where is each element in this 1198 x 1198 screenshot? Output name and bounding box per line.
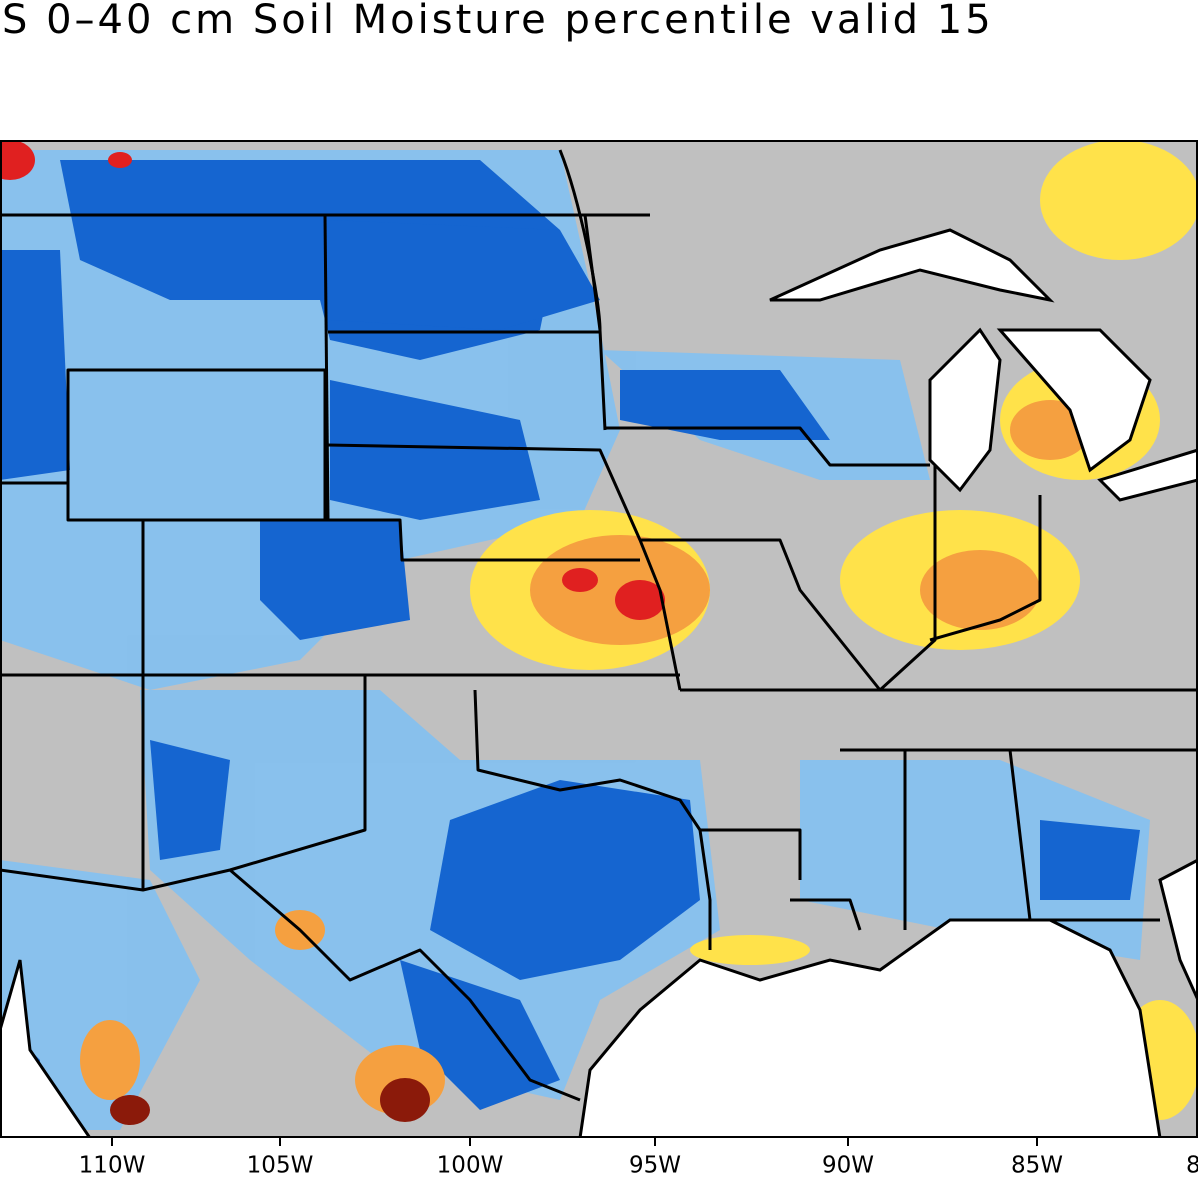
longitude-label: 100W [437,1153,504,1179]
map-title: S 0–40 cm Soil Moisture percentile valid… [2,0,994,43]
map-area [0,140,1198,1138]
longitude-label: 105W [247,1153,314,1179]
longitude-axis: 110W 105W 100W 95W 90W 85W 80W [79,1138,1198,1179]
longitude-label: 90W [822,1153,874,1179]
longitude-label: 95W [629,1153,681,1179]
longitude-label: 80W [1186,1153,1198,1179]
longitude-label: 85W [1011,1153,1063,1179]
longitude-label: 110W [79,1153,146,1179]
